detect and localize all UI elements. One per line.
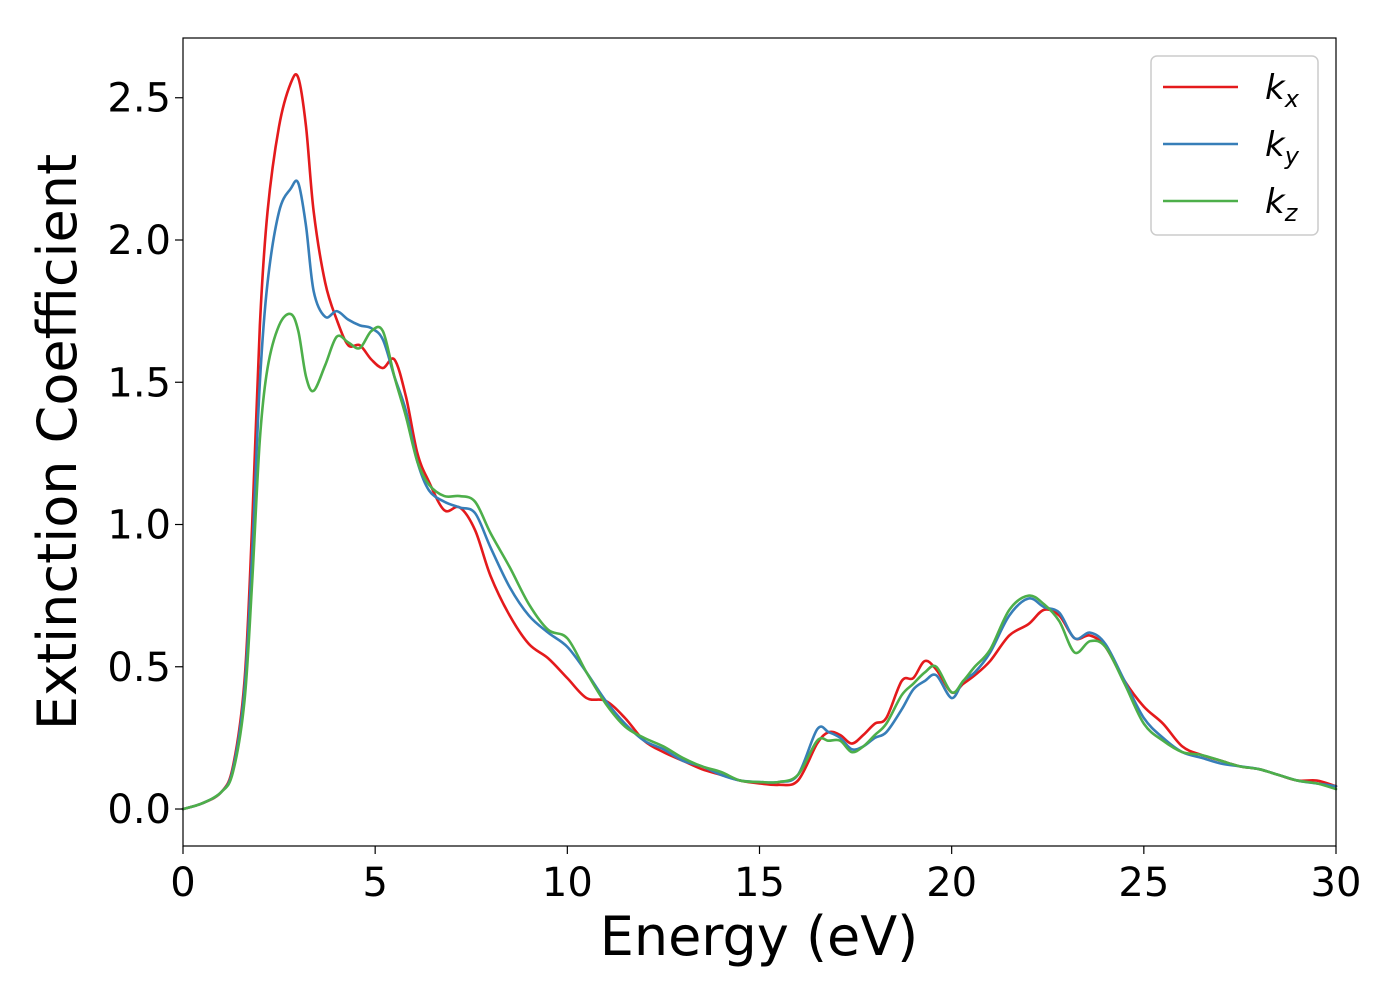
series-layer [181,73,1338,811]
x-tick-label: 5 [362,860,387,906]
x-tick-label: 30 [1311,860,1362,906]
y-tick-label: 1.5 [107,360,171,406]
x-axis-title: Energy (eV) [600,905,919,968]
legend-label-ky: ky [1265,125,1300,170]
x-tick-label: 15 [734,860,785,906]
legend: kx ky kz [1150,55,1319,236]
x-tick-label: 20 [926,860,977,906]
series-line-kx [181,73,1338,811]
series-line-kz [181,312,1338,811]
legend-label-kz: kz [1265,182,1299,227]
legend-label-kx: kx [1265,68,1300,113]
y-tick-label: 2.0 [107,218,171,264]
y-axis-title: Extinction Coefficient [26,154,89,730]
x-tick-label: 0 [170,860,195,906]
legend-box [1150,55,1319,236]
x-tick-label: 25 [1118,860,1169,906]
ticks-layer: 0 5 10 15 20 25 30 0.0 0.5 1.0 1.5 2.0 2.5 [107,76,1361,906]
y-tick-label: 0.0 [107,787,171,833]
y-tick-label: 2.5 [107,76,171,122]
y-tick-label: 1.0 [107,503,171,549]
y-tick-label: 0.5 [107,645,171,691]
x-tick-label: 10 [542,860,593,906]
